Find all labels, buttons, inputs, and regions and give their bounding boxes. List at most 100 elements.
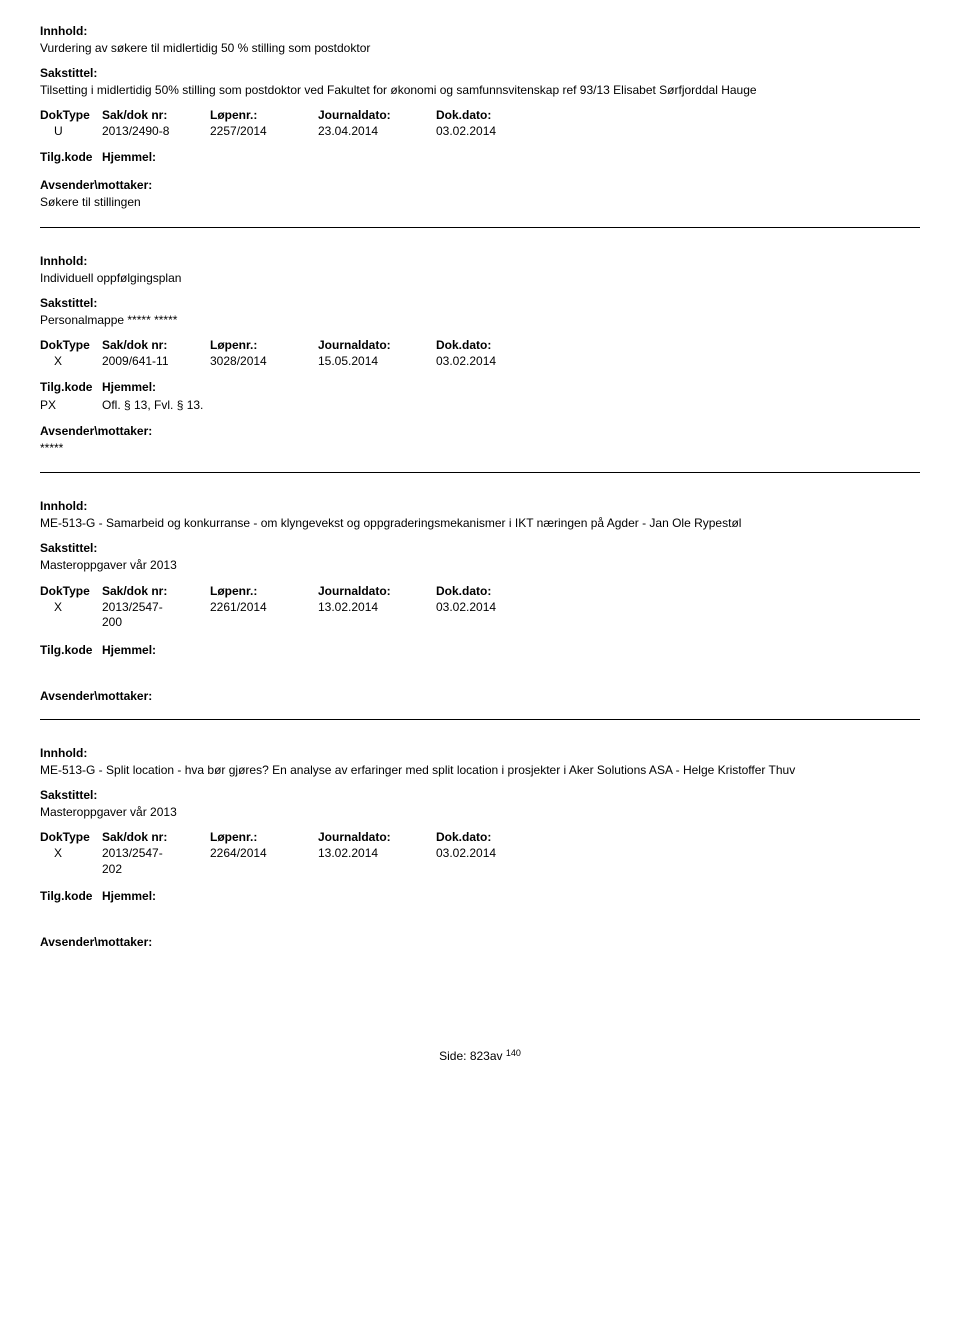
lopenr-value: 2264/2014 xyxy=(210,846,318,860)
saknr-line1: 2013/2547- xyxy=(102,600,163,614)
col-journaldato: Journaldato: 15.05.2014 xyxy=(318,338,436,368)
meta-table: DokType X Sak/dok nr: 2009/641-11 Løpenr… xyxy=(40,338,920,368)
doktype-header: DokType xyxy=(40,830,102,844)
journal-entry: Innhold: ME-513-G - Split location - hva… xyxy=(40,746,920,950)
col-doktype: DokType X xyxy=(40,584,102,631)
saknr-line2: 202 xyxy=(102,862,122,876)
lopenr-header: Løpenr.: xyxy=(210,830,318,844)
journaldato-value: 13.02.2014 xyxy=(318,600,436,614)
col-doktype: DokType U xyxy=(40,108,102,138)
innhold-text: Individuell oppfølgingsplan xyxy=(40,270,920,286)
dokdato-header: Dok.dato: xyxy=(436,830,554,844)
hjemmel-header: Hjemmel: xyxy=(102,150,156,164)
tilgkode-header: Tilg.kode xyxy=(40,150,102,164)
page-footer: Side: 823av 140 xyxy=(40,1049,920,1063)
sakstittel-label: Sakstittel: xyxy=(40,541,920,555)
tilg-row: Tilg.kode Hjemmel: xyxy=(40,889,920,905)
innhold-label: Innhold: xyxy=(40,746,920,760)
avsender-label: Avsender\mottaker: xyxy=(40,178,920,192)
dokdato-header: Dok.dato: xyxy=(436,584,554,598)
footer-sup: 140 xyxy=(506,1048,521,1058)
sakstittel-label: Sakstittel: xyxy=(40,788,920,802)
dokdato-value: 03.02.2014 xyxy=(436,354,554,368)
avsender-label: Avsender\mottaker: xyxy=(40,689,920,703)
tilg-row: Tilg.kode Hjemmel: xyxy=(40,643,920,659)
innhold-text: ME-513-G - Split location - hva bør gjør… xyxy=(40,762,920,778)
footer-prefix: Side: xyxy=(439,1049,466,1063)
col-dokdato: Dok.dato: 03.02.2014 xyxy=(436,108,554,138)
doktype-value: U xyxy=(40,124,102,138)
doktype-value: X xyxy=(40,846,102,860)
col-journaldato: Journaldato: 23.04.2014 xyxy=(318,108,436,138)
dokdato-value: 03.02.2014 xyxy=(436,124,554,138)
journaldato-value: 15.05.2014 xyxy=(318,354,436,368)
avsender-text: Søkere til stillingen xyxy=(40,194,920,210)
hjemmel-header: Hjemmel: xyxy=(102,889,156,903)
meta-table: DokType X Sak/dok nr: 2013/2547- 202 Løp… xyxy=(40,830,920,877)
doktype-value: X xyxy=(40,354,102,368)
journal-entry: Innhold: Vurdering av søkere til midlert… xyxy=(40,24,920,228)
avsender-label: Avsender\mottaker: xyxy=(40,424,920,438)
col-saknr: Sak/dok nr: 2013/2547- 202 xyxy=(102,830,210,877)
innhold-label: Innhold: xyxy=(40,254,920,268)
innhold-label: Innhold: xyxy=(40,499,920,513)
saknr-value: 2013/2547- 200 xyxy=(102,600,210,631)
journaldato-header: Journaldato: xyxy=(318,584,436,598)
saknr-value: 2013/2490-8 xyxy=(102,124,210,138)
col-dokdato: Dok.dato: 03.02.2014 xyxy=(436,584,554,631)
lopenr-header: Løpenr.: xyxy=(210,338,318,352)
tilgkode-value: PX xyxy=(40,398,102,412)
lopenr-value: 2261/2014 xyxy=(210,600,318,614)
innhold-label: Innhold: xyxy=(40,24,920,38)
spacer xyxy=(40,917,920,935)
innhold-text: ME-513-G - Samarbeid og konkurranse - om… xyxy=(40,515,920,531)
col-lopenr: Løpenr.: 2257/2014 xyxy=(210,108,318,138)
sakstittel-text: Masteroppgaver vår 2013 xyxy=(40,557,920,573)
sakstittel-label: Sakstittel: xyxy=(40,296,920,310)
sakstittel-text: Personalmappe ***** ***** xyxy=(40,312,920,328)
tilg-block: Tilg.kode Hjemmel: PX Ofl. § 13, Fvl. § … xyxy=(40,380,920,412)
doktype-header: DokType xyxy=(40,108,102,122)
col-saknr: Sak/dok nr: 2013/2490-8 xyxy=(102,108,210,138)
saknr-line1: 2013/2547- xyxy=(102,846,163,860)
saknr-header: Sak/dok nr: xyxy=(102,108,210,122)
divider xyxy=(40,719,920,720)
lopenr-value: 2257/2014 xyxy=(210,124,318,138)
journaldato-header: Journaldato: xyxy=(318,108,436,122)
journal-entry: Innhold: ME-513-G - Samarbeid og konkurr… xyxy=(40,499,920,720)
lopenr-header: Løpenr.: xyxy=(210,108,318,122)
col-journaldato: Journaldato: 13.02.2014 xyxy=(318,830,436,877)
journaldato-value: 23.04.2014 xyxy=(318,124,436,138)
col-lopenr: Løpenr.: 2261/2014 xyxy=(210,584,318,631)
saknr-line2: 200 xyxy=(102,615,122,629)
journaldato-header: Journaldato: xyxy=(318,338,436,352)
journaldato-value: 13.02.2014 xyxy=(318,846,436,860)
sakstittel-text: Tilsetting i midlertidig 50% stilling so… xyxy=(40,82,920,98)
col-doktype: DokType X xyxy=(40,830,102,877)
divider xyxy=(40,472,920,473)
col-doktype: DokType X xyxy=(40,338,102,368)
tilg-values: PX Ofl. § 13, Fvl. § 13. xyxy=(40,398,920,412)
col-saknr: Sak/dok nr: 2013/2547- 200 xyxy=(102,584,210,631)
hjemmel-value: Ofl. § 13, Fvl. § 13. xyxy=(102,398,203,412)
footer-main: 823av xyxy=(470,1049,503,1063)
tilg-row: Tilg.kode Hjemmel: xyxy=(40,150,920,166)
meta-table: DokType X Sak/dok nr: 2013/2547- 200 Løp… xyxy=(40,584,920,631)
dokdato-header: Dok.dato: xyxy=(436,338,554,352)
saknr-header: Sak/dok nr: xyxy=(102,830,210,844)
saknr-value: 2013/2547- 202 xyxy=(102,846,210,877)
spacer xyxy=(40,671,920,689)
avsender-text: ***** xyxy=(40,440,920,456)
col-lopenr: Løpenr.: 2264/2014 xyxy=(210,830,318,877)
tilgkode-header: Tilg.kode xyxy=(40,643,102,657)
saknr-header: Sak/dok nr: xyxy=(102,338,210,352)
journaldato-header: Journaldato: xyxy=(318,830,436,844)
tilg-row: Tilg.kode Hjemmel: xyxy=(40,380,920,396)
doktype-header: DokType xyxy=(40,584,102,598)
lopenr-value: 3028/2014 xyxy=(210,354,318,368)
col-dokdato: Dok.dato: 03.02.2014 xyxy=(436,830,554,877)
sakstittel-label: Sakstittel: xyxy=(40,66,920,80)
journal-entry: Innhold: Individuell oppfølgingsplan Sak… xyxy=(40,254,920,474)
saknr-header: Sak/dok nr: xyxy=(102,584,210,598)
avsender-label: Avsender\mottaker: xyxy=(40,935,920,949)
